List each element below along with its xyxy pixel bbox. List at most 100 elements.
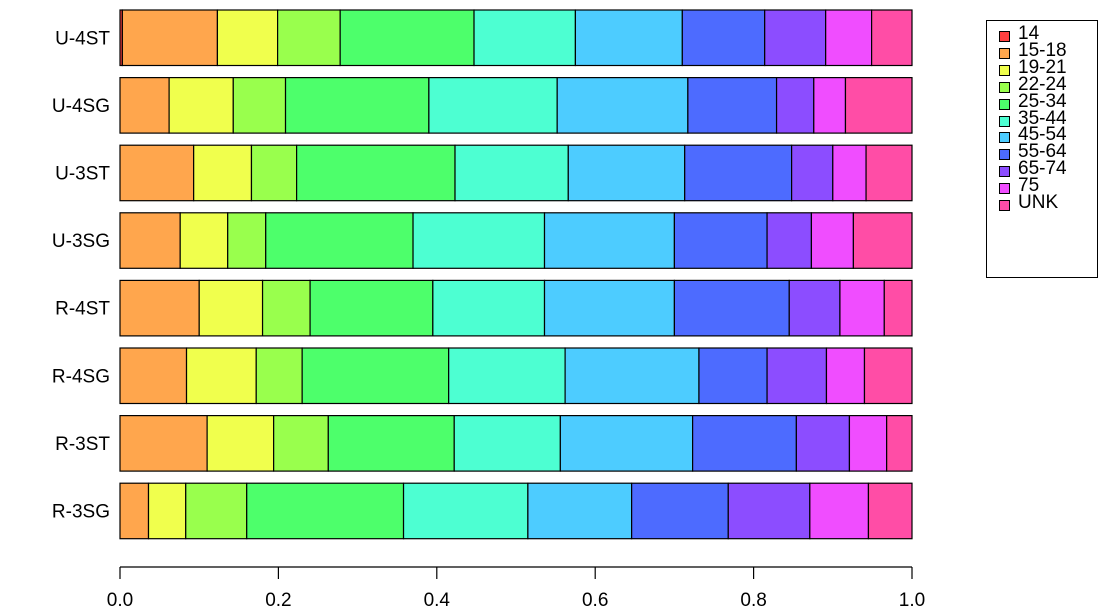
legend-item: 22-24 bbox=[987, 75, 1099, 96]
category-label: U-4ST bbox=[55, 28, 110, 49]
bar-segment bbox=[261, 279, 311, 337]
legend-label: 75 bbox=[1018, 175, 1040, 197]
bar-segment bbox=[309, 279, 434, 337]
bar-segment bbox=[825, 9, 873, 67]
bar-segment bbox=[284, 76, 430, 134]
bar-segment bbox=[255, 347, 303, 405]
bar-segment bbox=[852, 212, 913, 269]
bar-segment bbox=[339, 9, 475, 67]
legend-swatch bbox=[999, 47, 1010, 59]
bar-segment bbox=[147, 482, 187, 540]
bar-segment bbox=[567, 144, 686, 202]
legend-item: 25-34 bbox=[987, 92, 1099, 113]
bar-segment bbox=[543, 279, 676, 337]
legend-label: 14 bbox=[1018, 23, 1040, 44]
bar-segment bbox=[832, 144, 867, 202]
bar-segment bbox=[119, 76, 170, 134]
bar-segment bbox=[428, 76, 558, 134]
bar-segment bbox=[296, 144, 456, 202]
bar-segment bbox=[809, 482, 870, 540]
legend-swatch bbox=[999, 98, 1010, 110]
legend-label: 25-34 bbox=[1018, 90, 1067, 112]
bar-segment bbox=[179, 212, 229, 269]
bar-segment bbox=[865, 144, 913, 202]
bar-segment bbox=[454, 144, 569, 202]
bar-segment bbox=[844, 76, 913, 134]
bar-segment bbox=[825, 347, 866, 405]
bars-layer bbox=[119, 9, 913, 540]
bar-segment bbox=[119, 415, 208, 472]
bar-segment bbox=[273, 415, 329, 472]
bar-segment bbox=[883, 279, 913, 337]
bar-segment bbox=[327, 415, 455, 472]
category-label: U-3ST bbox=[55, 163, 110, 184]
bar-segment bbox=[795, 415, 851, 472]
bar-segment bbox=[119, 144, 195, 202]
legend-swatch bbox=[999, 81, 1010, 93]
legend-item: 55-64 bbox=[987, 142, 1099, 163]
bar-segment bbox=[250, 144, 298, 202]
bar-segment bbox=[791, 144, 834, 202]
bar-segment bbox=[277, 9, 341, 67]
legend-label: 22-24 bbox=[1018, 73, 1067, 95]
x-tick-label: 0.8 bbox=[740, 590, 766, 611]
bar-segment bbox=[871, 9, 913, 67]
x-axis: 0.0 0.2 0.4 0.6 0.8 1.0 bbox=[107, 566, 925, 611]
x-tick-label: 0.6 bbox=[582, 590, 608, 611]
legend-label: 35-44 bbox=[1018, 107, 1067, 129]
bar-segment bbox=[453, 415, 561, 472]
legend-item: 65-74 bbox=[987, 159, 1099, 180]
bar-segment bbox=[788, 279, 841, 337]
bar-segment bbox=[227, 212, 267, 269]
legend-item: 45-54 bbox=[987, 125, 1099, 146]
bar-segment bbox=[265, 212, 414, 269]
bar-segment bbox=[543, 212, 676, 269]
category-label: R-4ST bbox=[55, 299, 110, 320]
bar-segment bbox=[766, 347, 828, 405]
bar-segment bbox=[119, 347, 188, 405]
bar-segment bbox=[564, 347, 700, 405]
category-label: U-3SG bbox=[52, 231, 110, 252]
bar-segment bbox=[698, 347, 768, 405]
legend-label: 55-64 bbox=[1018, 141, 1067, 163]
legend-swatch bbox=[999, 200, 1010, 211]
bar-segment bbox=[168, 76, 234, 134]
bar-segment bbox=[766, 212, 813, 269]
bar-segment bbox=[848, 415, 888, 472]
bar-segment bbox=[119, 279, 200, 337]
x-tick-label: 1.0 bbox=[899, 590, 925, 611]
legend-item: 15-18 bbox=[987, 41, 1099, 62]
bar-segment bbox=[198, 279, 264, 337]
legend-item: 35-44 bbox=[987, 109, 1099, 130]
bar-segment bbox=[119, 482, 150, 540]
legend-swatch bbox=[999, 183, 1010, 195]
category-label: U-4SG bbox=[52, 96, 110, 117]
bar-segment bbox=[775, 76, 815, 134]
bar-segment bbox=[412, 212, 546, 269]
bar-segment bbox=[206, 415, 275, 472]
legend: 14 15-18 19-21 22-24 25-34 35-44 45-54 55-64 65-… bbox=[986, 20, 1098, 278]
legend-label: UNK bbox=[1018, 192, 1059, 213]
bar-segment bbox=[121, 9, 219, 67]
bar-segment bbox=[687, 76, 778, 134]
bar-segment bbox=[681, 9, 766, 67]
bar-segment bbox=[692, 415, 797, 472]
legend-item: 14 bbox=[987, 24, 1099, 45]
bar-segment bbox=[673, 212, 768, 269]
bar-segment bbox=[727, 482, 811, 540]
bar-segment bbox=[402, 482, 529, 540]
bar-segment bbox=[185, 482, 248, 540]
category-label: R-3SG bbox=[52, 501, 110, 522]
legend-swatch bbox=[999, 166, 1010, 178]
x-tick-label: 0.4 bbox=[424, 590, 451, 611]
bar-segment bbox=[839, 279, 885, 337]
bar-segment bbox=[556, 76, 689, 134]
bar-segment bbox=[886, 415, 913, 472]
legend-swatch bbox=[999, 31, 1010, 42]
bar-segment bbox=[559, 415, 694, 472]
bar-segment bbox=[185, 347, 257, 405]
bar-segment bbox=[432, 279, 546, 337]
bar-segment bbox=[863, 347, 913, 405]
bar-segment bbox=[810, 212, 854, 269]
